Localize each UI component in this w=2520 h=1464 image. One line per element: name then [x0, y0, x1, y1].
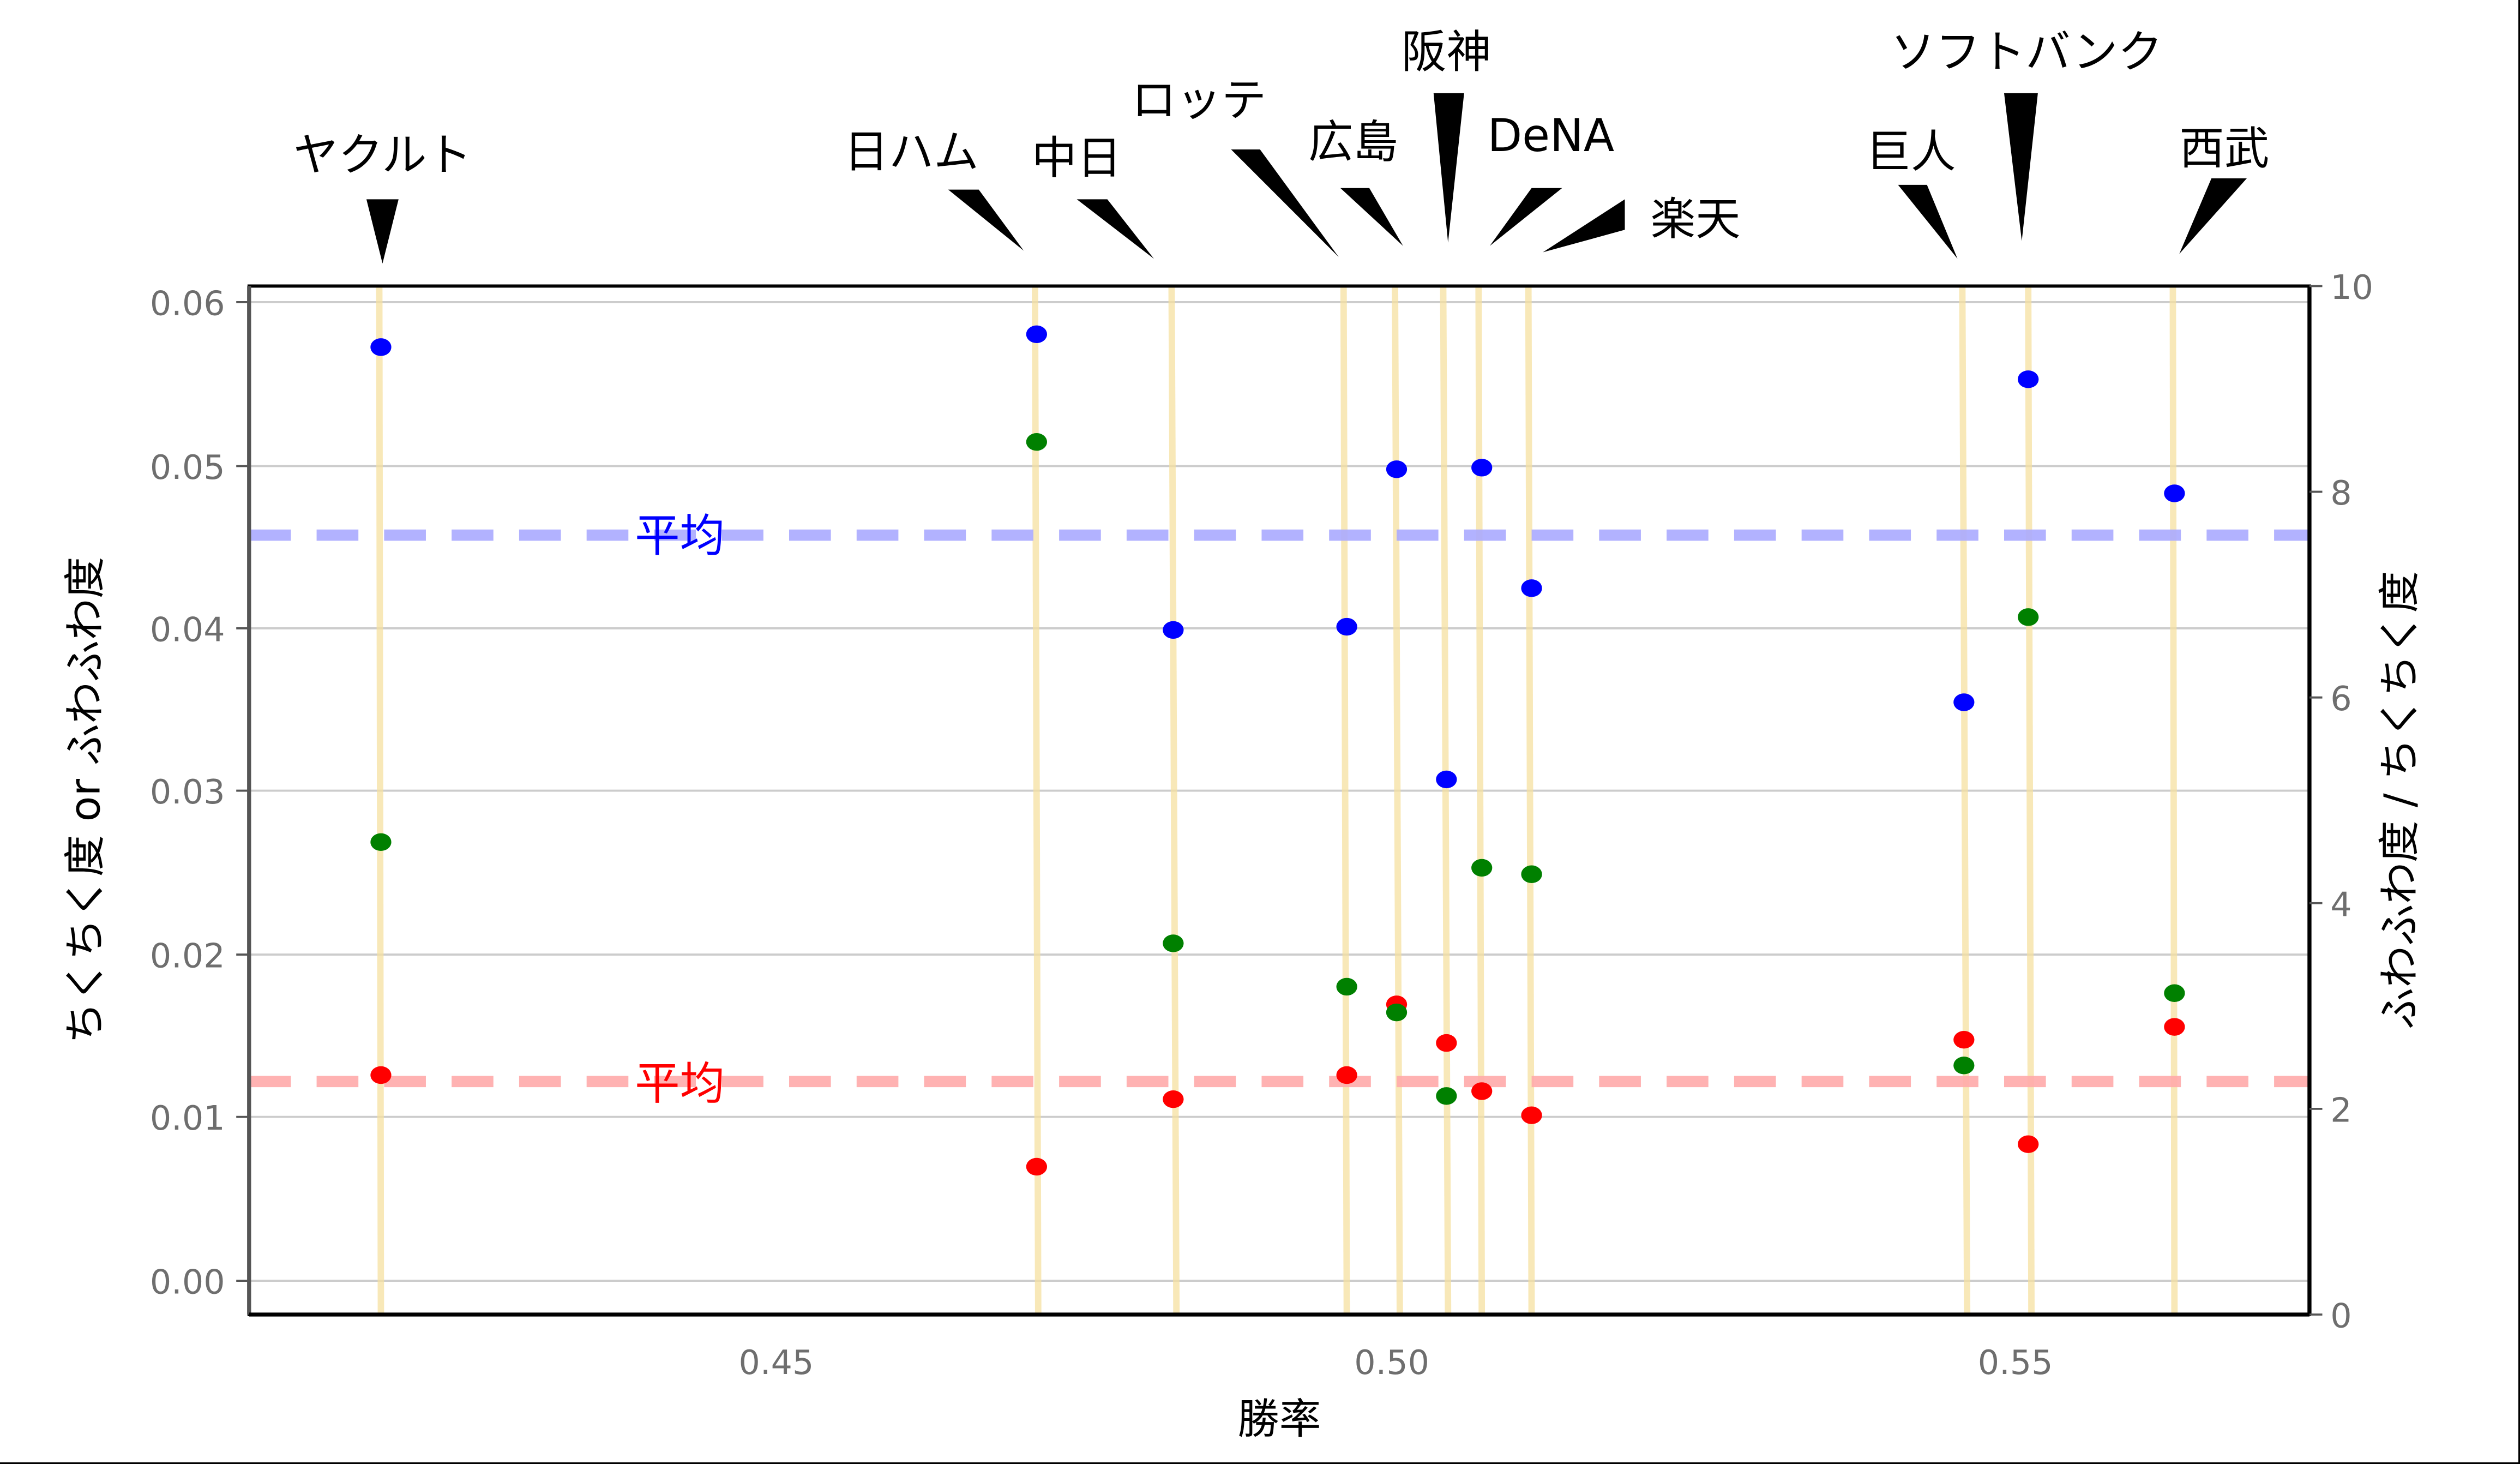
arrow-icon	[948, 189, 1024, 251]
y-right-tick-label: 0	[2330, 1297, 2351, 1336]
annotation-arrows	[366, 93, 2247, 264]
x-tick-label: 0.50	[1354, 1343, 1429, 1382]
y-tick-label: 0.02	[150, 937, 225, 976]
arrow-icon	[366, 199, 399, 264]
y-right-tick-label: 2	[2330, 1090, 2351, 1130]
arrow-icon	[1489, 188, 1562, 246]
gridlines	[249, 301, 2310, 1282]
arrow-icon	[1898, 184, 1958, 259]
red-average-label: 平均	[635, 1058, 725, 1110]
y-tick-label: 0.01	[150, 1099, 225, 1138]
team-label-chunichi: 中日	[1032, 132, 1122, 184]
arrow-icon	[2179, 178, 2247, 254]
y-tick-label: 0.00	[150, 1263, 225, 1302]
team-label-yakult: ヤクルト	[293, 129, 472, 181]
y-axis-label-right: ふわふわ度 / ちくちく度	[2375, 571, 2424, 1029]
team-label-nipponham: 日ハム	[844, 125, 979, 178]
y-tick-label: 0.04	[150, 610, 225, 650]
team-label-lotte: ロッテ	[1132, 74, 1267, 127]
team-vertical-lines	[376, 286, 2178, 1315]
team-annotations: ヤクルト 日ハム 中日 ロッテ 広島 阪神 DeNA 楽天 巨人 ソフトバンク …	[293, 26, 2270, 245]
series-fuwafuwa-points	[370, 325, 2185, 789]
x-tick-label: 0.55	[1978, 1343, 2053, 1382]
series-chikuchiku-points	[370, 995, 2185, 1176]
x-tick-label: 0.45	[739, 1343, 814, 1382]
x-axis: 0.45 0.50 0.55	[249, 1312, 2310, 1382]
arrow-icon	[1543, 199, 1625, 253]
team-label-softbank: ソフトバンク	[1891, 26, 2163, 79]
y-tick-label: 0.03	[150, 772, 225, 812]
arrow-icon	[1231, 149, 1339, 257]
team-label-hiroshima: 広島	[1308, 116, 1398, 169]
y-right-tick-label: 4	[2330, 885, 2351, 924]
team-label-rakuten: 楽天	[1651, 193, 1741, 245]
y-right-tick-label: 6	[2330, 679, 2351, 718]
y-axis-label-left: ちくちく度 or ふわふわ度	[62, 557, 110, 1044]
arrow-icon	[1340, 188, 1403, 246]
y-tick-label: 0.06	[150, 284, 225, 323]
y-tick-label: 0.05	[150, 448, 225, 487]
right-y-axis: 10 8 6 4 2 0	[2307, 268, 2373, 1336]
arrow-icon	[1433, 93, 1464, 243]
plot-area-frame	[247, 284, 2311, 1316]
team-label-giants: 巨人	[1866, 125, 1956, 178]
y-right-tick-label: 8	[2330, 473, 2351, 513]
team-label-seibu: 西武	[2179, 123, 2269, 175]
x-axis-label: 勝率	[1237, 1395, 1321, 1444]
blue-average-label: 平均	[635, 510, 725, 562]
left-y-axis: 0.06 0.05 0.04 0.03 0.02 0.01 0.00	[150, 284, 249, 1302]
y-right-tick-label: 10	[2330, 268, 2373, 307]
team-label-dena: DeNA	[1488, 110, 1614, 162]
arrow-icon	[2004, 93, 2038, 241]
series-ratio-points	[370, 433, 2185, 1105]
arrow-icon	[1076, 199, 1154, 259]
team-label-hanshin: 阪神	[1402, 26, 1491, 79]
